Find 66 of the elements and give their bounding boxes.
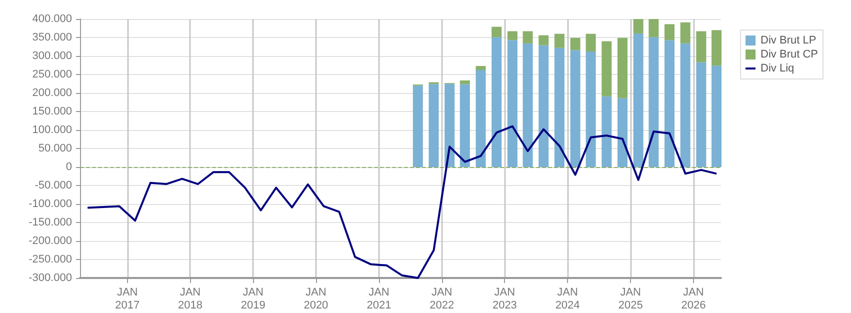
y-tick-label: 400.000 [32,13,72,25]
x-tick-label: JAN 2026 [681,286,706,312]
bar [648,19,659,38]
bar [648,37,659,167]
bar [538,45,549,167]
bar [712,66,722,167]
y-tick-label: 100.000 [32,124,72,136]
bar [522,43,533,167]
x-tick-label: JAN 2023 [492,286,517,312]
bar [617,98,628,167]
y-tick-label: -100.000 [28,198,72,210]
bar [602,41,612,96]
y-tick-label: -200.000 [28,235,72,247]
bar [570,38,580,50]
y-tick-label: -50.000 [34,180,72,192]
y-tick-label: -150.000 [28,216,72,228]
bar [680,22,690,44]
x-tick-label: JAN 2020 [304,286,328,312]
legend-label: Div Brut CP [760,48,818,60]
bar [586,52,596,167]
bar [492,26,502,38]
line-series [86,125,718,279]
bar [712,30,722,66]
x-tick-label: JAN 2019 [240,286,266,312]
x-tick-label: JAN 2025 [618,286,643,312]
bar [570,50,580,167]
bar [476,70,486,167]
bar [538,35,549,46]
y-tick-label: -250.000 [28,254,72,266]
bar [664,24,675,40]
legend-label: Div Liq [760,62,794,74]
bar [633,19,644,34]
y-tick-label: 250.000 [32,68,72,80]
bar [412,86,423,167]
y-tick-label: 50.000 [38,142,72,154]
bar [492,37,502,167]
x-tick-label: JAN 2021 [366,286,392,312]
bar [460,80,470,84]
bar [633,33,644,167]
y-tick-label: 300.000 [32,50,72,62]
legend-label: Div Brut LP [760,34,816,46]
bar [522,31,533,44]
bar [444,84,455,167]
y-tick-label: 200.000 [32,87,72,99]
y-tick-label: -300.000 [28,272,72,284]
bar [554,48,564,167]
bar [680,43,690,167]
x-tick-label: JAN 2022 [430,286,454,312]
bar [507,40,518,167]
bar [602,96,612,167]
bar [428,84,439,167]
x-tick-label: JAN 2017 [115,286,140,312]
bar [554,34,564,48]
bar [696,31,706,62]
y-tick-label: 150.000 [32,106,72,118]
bar [586,34,596,52]
bar [696,62,706,167]
x-tick-label: JAN 2024 [555,286,580,312]
y-tick-label: 0 [66,161,72,173]
x-tick-label: JAN 2018 [178,286,202,312]
bar [476,66,486,70]
bar [664,40,675,167]
bar [460,84,470,167]
bar [507,31,518,40]
bar [617,38,628,98]
y-tick-label: 350.000 [32,32,72,44]
